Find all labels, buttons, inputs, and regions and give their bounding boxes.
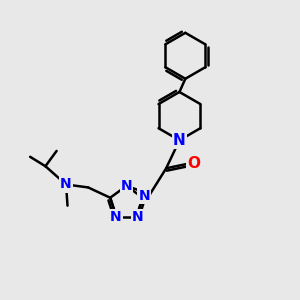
Text: N: N xyxy=(60,178,72,191)
Text: N: N xyxy=(110,210,122,224)
Text: O: O xyxy=(188,156,200,171)
Text: N: N xyxy=(138,189,150,203)
Text: N: N xyxy=(121,179,132,193)
Text: N: N xyxy=(132,210,144,224)
Text: N: N xyxy=(173,133,186,148)
